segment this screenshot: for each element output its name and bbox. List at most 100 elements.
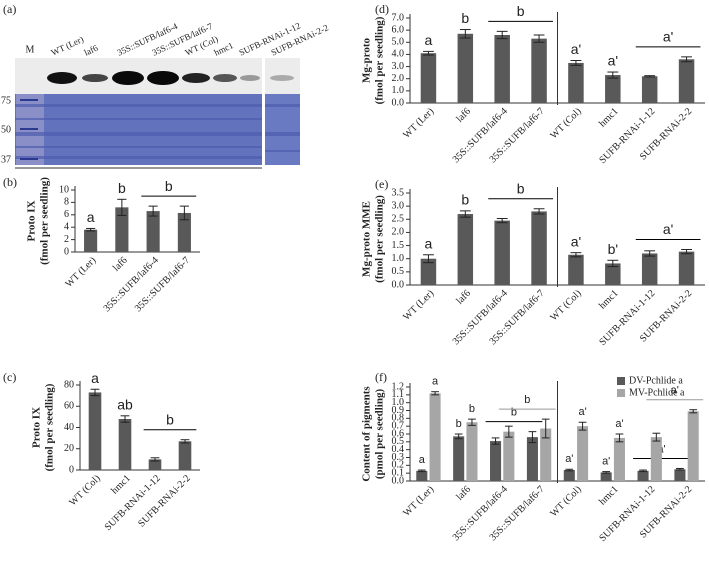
bar: [84, 229, 98, 252]
y-tick-label: 0.7: [392, 420, 405, 431]
error-bar: [150, 457, 160, 462]
bar: [115, 207, 129, 252]
significance-letter: b: [166, 411, 174, 427]
x-tick-label: WT (Col): [67, 473, 102, 508]
size-marker: 37: [1, 154, 11, 165]
y-tick-label: 1.5: [392, 240, 405, 251]
significance-letter: b: [517, 180, 525, 196]
error-bar: [496, 30, 508, 40]
error-bar: [423, 254, 434, 264]
error-bar: [676, 467, 684, 471]
y-axis-label: Mg-proto MME: [361, 201, 373, 277]
x-tick-label: WT (Col): [548, 288, 583, 323]
y-tick-label: 0.0: [392, 97, 405, 108]
error-bar: [602, 471, 611, 474]
y-tick-label: 3.0: [392, 200, 405, 211]
bar: [526, 437, 538, 481]
y-tick-label: 80: [64, 379, 74, 390]
error-bar: [179, 205, 189, 221]
y-tick-label: 3.5: [392, 187, 405, 198]
error-bar: [644, 75, 656, 78]
significance-letter: b: [118, 180, 126, 196]
y-tick-label: 0.2: [392, 460, 405, 471]
y-tick-label: 1.0: [392, 397, 405, 408]
significance-letter: a': [602, 456, 610, 468]
y-tick-label: 60: [64, 401, 74, 412]
bar: [466, 422, 478, 481]
bar: [531, 211, 547, 285]
y-axis-label: (fmol per seedling): [39, 177, 51, 265]
panel-label: (e): [375, 177, 388, 191]
y-tick-label: 8: [64, 197, 69, 208]
bar: [605, 263, 621, 285]
error-bar: [615, 433, 624, 443]
panel-label: (b): [3, 175, 17, 189]
bar: [148, 459, 162, 470]
significance-letter: b: [165, 178, 173, 194]
significance-letter: a: [425, 235, 433, 251]
marker-lane-label: M: [26, 44, 35, 55]
y-tick-label: 6.0: [392, 24, 405, 35]
y-tick-label: 0: [64, 246, 69, 257]
x-tick-label: WT (Ler): [63, 255, 98, 290]
y-tick-label: 10: [59, 184, 69, 195]
panel-label: (f): [375, 370, 387, 384]
y-axis-label: (pmol per seedling): [374, 389, 386, 480]
legend-swatch: [617, 389, 625, 397]
legend-swatch: [617, 377, 625, 385]
x-tick-label: 35S::SUFB/laf6-7: [133, 255, 192, 314]
y-tick-label: 20: [64, 443, 74, 454]
bar: [637, 470, 649, 481]
bar: [178, 441, 192, 470]
significance-letter: b: [517, 3, 525, 19]
significance-letter: b: [469, 403, 475, 415]
y-tick-label: 0: [69, 464, 74, 475]
y-axis-label: (fmol per seedling): [374, 16, 386, 104]
bar: [540, 428, 552, 481]
x-tick-label: WT (Ler): [401, 106, 436, 141]
error-bar: [607, 259, 619, 268]
x-tick-label: WT (Ler): [401, 288, 436, 323]
x-tick-label: hmc1: [597, 288, 620, 311]
panel-label: (a): [3, 2, 16, 16]
y-tick-label: 1.0: [392, 85, 405, 96]
error-bar: [652, 432, 661, 442]
marker-bands: [20, 99, 38, 160]
y-tick-label: 2: [64, 234, 69, 245]
error-bar: [417, 469, 426, 473]
significance-letter: a': [571, 233, 581, 249]
size-marker: 50: [1, 124, 11, 135]
x-tick-label: hmc1: [597, 106, 620, 129]
error-bar: [570, 252, 582, 258]
bar: [503, 431, 515, 481]
y-tick-label: 40: [64, 422, 74, 433]
bar: [416, 470, 428, 481]
error-bar: [681, 56, 692, 63]
significance-letter: a': [671, 385, 679, 397]
x-tick-label: WT (Ler): [401, 484, 436, 519]
y-axis-label: (fmol per seedling): [44, 383, 56, 471]
error-bar: [86, 227, 96, 232]
error-bar: [570, 60, 582, 66]
lane-label: laf6: [82, 42, 99, 57]
bar: [568, 62, 584, 103]
significance-letter: a': [663, 221, 673, 237]
error-bar: [533, 34, 545, 43]
x-tick-label: hmc1: [109, 473, 132, 496]
bar: [453, 436, 465, 481]
bar: [118, 419, 132, 470]
significance-letter: a': [571, 41, 581, 57]
error-bar: [459, 210, 471, 218]
gel: (a) M: [3, 2, 300, 169]
size-marker: 75: [1, 95, 11, 106]
bar: [641, 76, 658, 103]
error-bar: [117, 198, 127, 216]
bar: [420, 258, 437, 285]
x-tick-label: hmc1: [597, 484, 620, 507]
y-tick-label: 7.0: [392, 12, 405, 23]
bar: [678, 251, 695, 285]
error-bar: [541, 418, 550, 439]
bar: [531, 38, 547, 104]
significance-letter: ab: [117, 397, 133, 413]
